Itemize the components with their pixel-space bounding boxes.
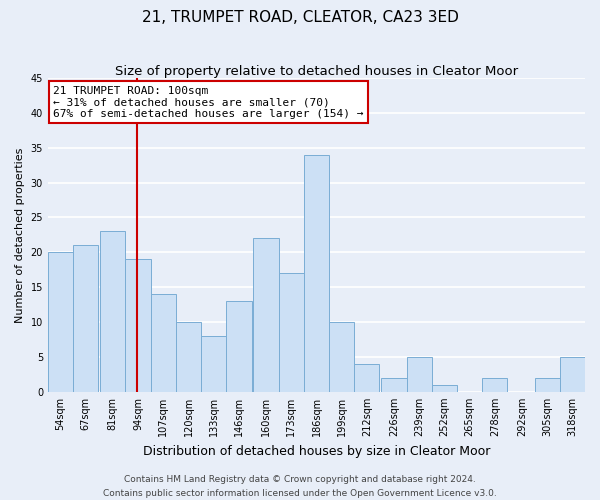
Bar (48, 252, 73, 392)
X-axis label: Distribution of detached houses by size in Cleator Moor: Distribution of detached houses by size … (143, 444, 490, 458)
Y-axis label: Number of detached properties: Number of detached properties (15, 147, 25, 322)
Bar (100, 232, 125, 392)
Bar (125, 260, 151, 392)
Bar (329, 322, 354, 392)
Bar (73, 246, 98, 392)
Bar (226, 301, 251, 392)
Bar (354, 364, 379, 392)
Bar (278, 274, 304, 392)
Bar (304, 154, 329, 392)
Bar (176, 322, 201, 392)
Title: Size of property relative to detached houses in Cleator Moor: Size of property relative to detached ho… (115, 65, 518, 78)
Text: 21 TRUMPET ROAD: 100sqm
← 31% of detached houses are smaller (70)
67% of semi-de: 21 TRUMPET ROAD: 100sqm ← 31% of detache… (53, 86, 364, 119)
Text: Contains HM Land Registry data © Crown copyright and database right 2024.
Contai: Contains HM Land Registry data © Crown c… (103, 476, 497, 498)
Bar (407, 357, 432, 392)
Bar (151, 294, 176, 392)
Bar (482, 378, 508, 392)
Bar (535, 378, 560, 392)
Bar (253, 238, 278, 392)
Bar (382, 378, 407, 392)
Bar (560, 357, 585, 392)
Bar (201, 336, 226, 392)
Bar (432, 385, 457, 392)
Text: 21, TRUMPET ROAD, CLEATOR, CA23 3ED: 21, TRUMPET ROAD, CLEATOR, CA23 3ED (142, 10, 458, 25)
